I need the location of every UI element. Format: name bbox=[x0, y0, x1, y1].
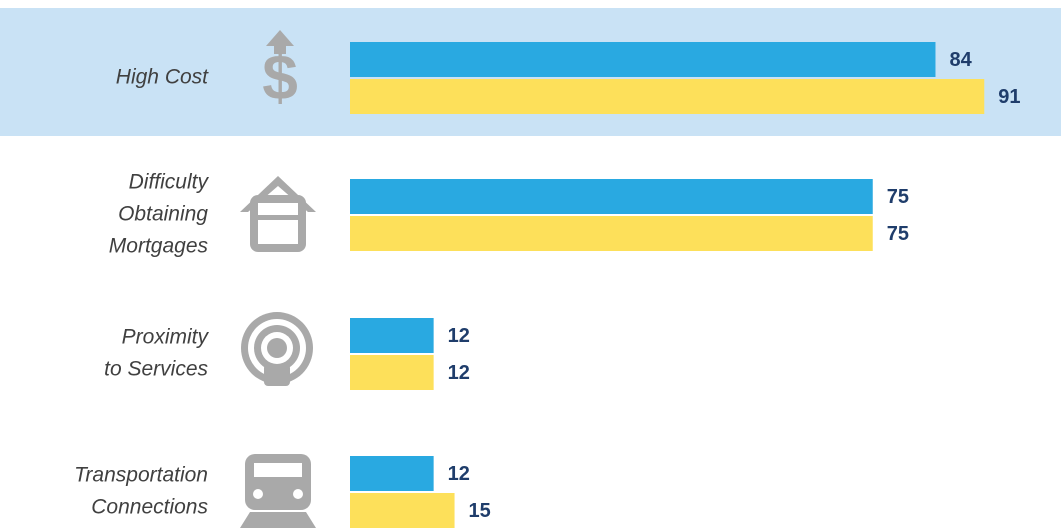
category-label: Connections bbox=[91, 496, 208, 519]
icon-house-calculator bbox=[240, 176, 316, 252]
value-label: 75 bbox=[887, 223, 909, 245]
bar bbox=[350, 318, 434, 353]
category-label: Difficulty bbox=[129, 171, 210, 194]
value-label: 12 bbox=[448, 362, 470, 384]
icon-train bbox=[240, 454, 316, 528]
value-label: 12 bbox=[448, 463, 470, 485]
icon-dollar: $ bbox=[262, 30, 298, 113]
category-label: Transportation bbox=[74, 464, 208, 487]
bar bbox=[350, 42, 936, 77]
bar bbox=[350, 355, 434, 390]
category-label: Proximity bbox=[122, 326, 210, 349]
value-label: 15 bbox=[469, 500, 491, 522]
bar bbox=[350, 79, 985, 114]
category-label: High Cost bbox=[116, 66, 209, 89]
bar bbox=[350, 456, 434, 491]
value-label: 84 bbox=[949, 49, 972, 71]
category-label: to Services bbox=[104, 358, 208, 381]
bar bbox=[350, 493, 455, 528]
svg-text:$: $ bbox=[262, 41, 298, 113]
value-label: 12 bbox=[448, 325, 470, 347]
value-label: 91 bbox=[998, 86, 1020, 108]
value-label: 75 bbox=[887, 186, 909, 208]
category-label: Mortgages bbox=[109, 235, 209, 258]
bar bbox=[350, 179, 873, 214]
bar bbox=[350, 216, 873, 251]
icon-target bbox=[241, 312, 313, 386]
category-label: Obtaining bbox=[118, 203, 208, 226]
